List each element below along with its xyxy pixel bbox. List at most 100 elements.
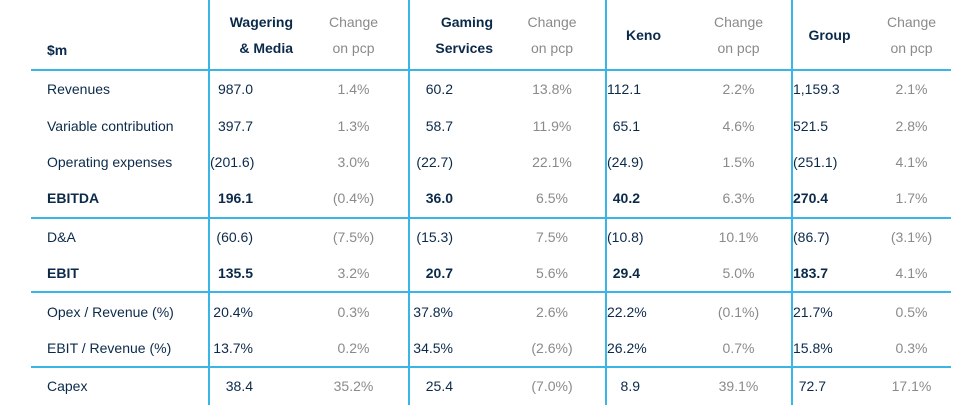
- segment-value-cell: 196.1: [208, 180, 299, 219]
- row-label: Operating expenses: [47, 153, 173, 170]
- change-cell: 35.2%: [333, 378, 374, 395]
- segment-value-cell: 22.2%: [605, 292, 686, 330]
- header-gaming-line1: Gaming: [440, 13, 493, 30]
- table-body: Revenues 987.0 1.4% 60.2 13.8% 112.1 2.2% 1,159…: [31, 70, 951, 405]
- segment-value-cell: 20.4%: [208, 292, 299, 330]
- change-line1: Change: [527, 13, 577, 30]
- change-cell: 5.0%: [686, 254, 792, 294]
- segment-value-cell: 270.4: [791, 180, 872, 219]
- segment-value-cell: 38.4: [208, 367, 299, 405]
- segment-value-cell: 37.8%: [408, 292, 499, 330]
- header-keno: Keno: [605, 0, 686, 71]
- segment-results-table: $m Wagering & Media Change on pcp Gaming…: [31, 0, 951, 405]
- change-cell: 1.3%: [337, 117, 370, 134]
- change-line2: on pcp: [717, 39, 760, 56]
- change-line1: Change: [328, 13, 379, 30]
- table-row: EBITDA 196.1 (0.4%) 36.0 6.5% 40.2 6.3% 270.4 1.…: [31, 180, 951, 219]
- change-line2: on pcp: [332, 39, 375, 56]
- change-cell: 6.3%: [686, 180, 792, 219]
- table-row: Revenues 987.0 1.4% 60.2 13.8% 112.1 2.2% 1,159…: [31, 70, 951, 108]
- segment-value-cell: 60.2: [408, 70, 499, 108]
- table-row: Capex 38.4 35.2% 25.4 (7.0%) 8.9 39.1% 72.7 17.1…: [31, 367, 951, 405]
- table-row: Variable contribution 397.7 1.3% 58.7 11.9% 6…: [31, 107, 951, 144]
- change-cell: 17.1%: [891, 378, 932, 395]
- segment-value-cell: 13.7%: [208, 329, 299, 369]
- change-cell: (2.6%): [499, 329, 606, 369]
- header-gaming-services: Gaming Services: [408, 0, 499, 71]
- change-cell: 13.8%: [532, 81, 572, 98]
- change-cell: 2.8%: [895, 117, 928, 134]
- header-wagering-media: Wagering & Media: [208, 0, 299, 71]
- change-cell: 4.1%: [872, 254, 951, 294]
- change-cell: 4.1%: [895, 153, 928, 170]
- change-cell: 10.1%: [718, 228, 759, 245]
- segment-value-cell: 25.4: [408, 367, 499, 405]
- change-cell: 0.7%: [686, 329, 792, 369]
- segment-value-cell: 15.8%: [791, 329, 872, 369]
- change-cell: 2.2%: [722, 81, 755, 98]
- row-label: Opex / Revenue (%): [47, 303, 174, 320]
- change-cell: 3.0%: [337, 153, 370, 170]
- header-change-2: Change on pcp: [499, 0, 606, 71]
- segment-value-cell: 521.5: [791, 107, 872, 144]
- change-cell: 22.1%: [532, 153, 572, 170]
- change-cell: (3.1%): [890, 228, 933, 245]
- units-label: $m: [31, 0, 209, 71]
- change-cell: 2.6%: [536, 303, 568, 320]
- change-cell: 3.2%: [299, 254, 409, 294]
- change-line2: on pcp: [530, 39, 574, 56]
- change-cell: 4.6%: [722, 117, 755, 134]
- header-group: Group: [791, 0, 872, 71]
- header-gaming-line2: Services: [435, 39, 493, 56]
- segment-value-cell: 58.7: [408, 107, 499, 144]
- change-line1: Change: [886, 13, 937, 30]
- segment-value-cell: 72.7: [791, 367, 872, 405]
- segment-value-cell: (201.6): [208, 143, 299, 181]
- change-cell: 2.1%: [895, 81, 928, 98]
- table-row: D&A (60.6) (7.5%) (15.3) 7.5% (10.8) 10.1% (86.…: [31, 217, 951, 255]
- change-cell: 6.5%: [499, 180, 606, 219]
- change-cell: 5.6%: [499, 254, 606, 294]
- segment-value-cell: 987.0: [208, 70, 299, 108]
- segment-value-cell: (251.1): [791, 143, 872, 181]
- segment-value-cell: (22.7): [408, 143, 499, 181]
- segment-value-cell: 40.2: [605, 180, 686, 219]
- segment-value-cell: 135.5: [208, 254, 299, 294]
- segment-value-cell: (86.7): [791, 217, 872, 255]
- segment-value-cell: 21.7%: [791, 292, 872, 330]
- header-wagering-line2: & Media: [239, 39, 293, 56]
- segment-value-cell: (60.6): [208, 217, 299, 255]
- segment-value-cell: (15.3): [408, 217, 499, 255]
- table-row: Operating expenses (201.6) 3.0% (22.7) 22.1%…: [31, 143, 951, 181]
- segment-value-cell: 397.7: [208, 107, 299, 144]
- segment-value-cell: 20.7: [408, 254, 499, 294]
- table-row: EBIT 135.5 3.2% 20.7 5.6% 29.4 5.0% 183.7 4.1%: [31, 254, 951, 294]
- change-line1: Change: [713, 13, 764, 30]
- change-cell: (7.5%): [332, 228, 375, 245]
- change-cell: (0.4%): [299, 180, 409, 219]
- segment-value-cell: 65.1: [605, 107, 686, 144]
- change-cell: 11.9%: [532, 117, 572, 134]
- change-cell: (0.1%): [717, 303, 760, 320]
- table-header-row: $m Wagering & Media Change on pcp Gaming…: [31, 0, 951, 71]
- change-cell: 7.5%: [536, 228, 568, 245]
- segment-value-cell: 26.2%: [605, 329, 686, 369]
- change-cell: 0.2%: [299, 329, 409, 369]
- row-label: EBIT / Revenue (%): [31, 329, 209, 369]
- segment-value-cell: 112.1: [605, 70, 686, 108]
- change-cell: (7.0%): [531, 378, 573, 395]
- row-label: EBIT: [31, 254, 209, 294]
- change-cell: 1.4%: [337, 81, 370, 98]
- header-change-1: Change on pcp: [299, 0, 409, 71]
- segment-value-cell: 29.4: [605, 254, 686, 294]
- change-cell: 1.7%: [872, 180, 951, 219]
- row-label: Variable contribution: [47, 117, 174, 134]
- change-cell: 39.1%: [718, 378, 759, 395]
- segment-value-cell: 8.9: [605, 367, 686, 405]
- row-label: EBITDA: [31, 180, 209, 219]
- row-label: Revenues: [47, 81, 111, 98]
- table-row: Opex / Revenue (%) 20.4% 0.3% 37.8% 2.6% 22.2…: [31, 292, 951, 330]
- change-cell: 0.3%: [872, 329, 951, 369]
- segment-value-cell: 1,159.3: [791, 70, 872, 108]
